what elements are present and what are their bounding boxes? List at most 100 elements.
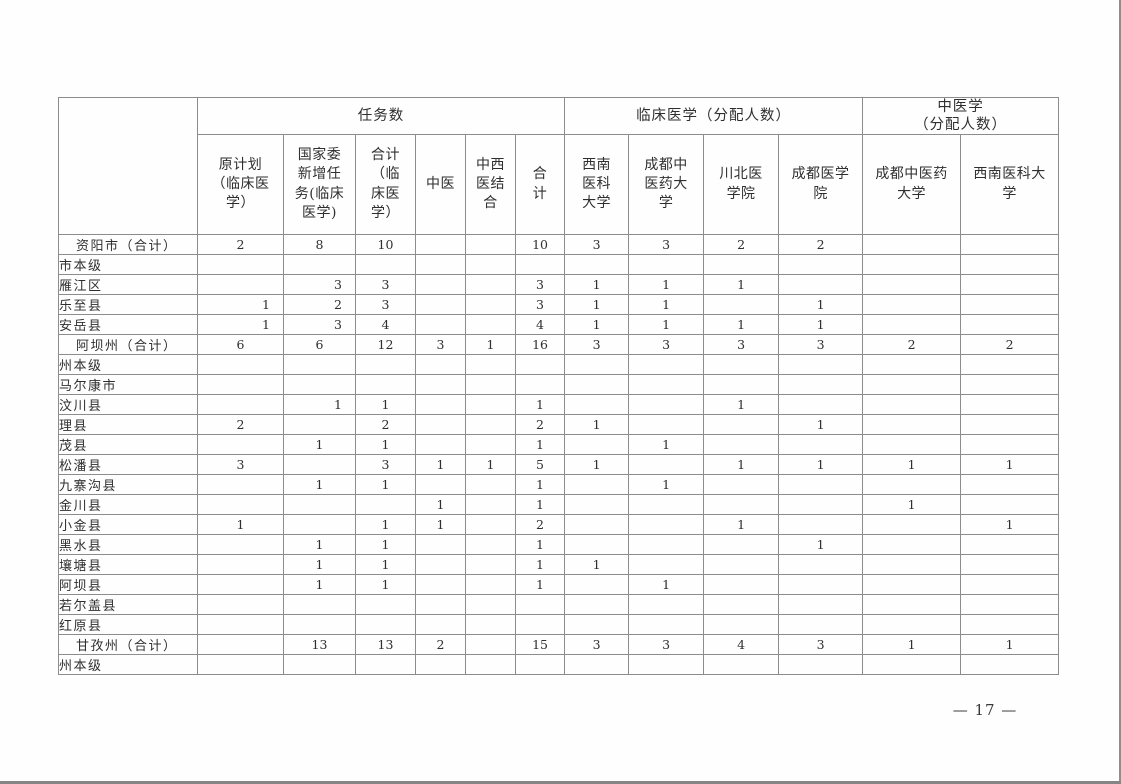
data-cell: 3 (564, 634, 630, 656)
data-cell (283, 254, 356, 276)
table-row: 甘孜州（合计） 13 13 2 15 3 3 4 3 1 1 (58, 634, 1060, 656)
data-cell (514, 374, 566, 396)
table-row: 红原县 (58, 614, 1060, 636)
data-cell (283, 654, 356, 676)
data-cell (778, 254, 864, 276)
data-cell: 1 (355, 574, 416, 596)
data-cell (778, 474, 864, 496)
table-row: 小金县 1 1 1 2 1 1 (58, 514, 1060, 536)
data-cell (514, 654, 566, 676)
data-cell: 3 (514, 274, 566, 296)
data-cell (355, 354, 416, 376)
row-label-cell: 若尔盖县 (58, 594, 198, 616)
data-cell (283, 594, 356, 616)
data-cell (960, 414, 1060, 436)
column-header-integrated-medicine: 中西 医结 合 (465, 134, 516, 236)
data-cell (778, 354, 864, 376)
table-row: 黑水县 1 1 1 1 (58, 534, 1060, 556)
data-cell: 1 (465, 334, 516, 356)
data-cell: 1 (355, 554, 416, 576)
data-cell: 1 (283, 534, 356, 556)
data-cell: 1 (564, 414, 630, 436)
data-cell (960, 394, 1060, 416)
data-cell (960, 434, 1060, 456)
data-cell (564, 654, 630, 676)
row-label-cell: 红原县 (58, 614, 198, 636)
data-cell (197, 574, 284, 596)
table-row: 汶川县 1 1 1 1 (58, 394, 1060, 416)
data-cell (703, 434, 780, 456)
row-label-cell: 雁江区 (58, 274, 198, 296)
data-cell: 1 (283, 474, 356, 496)
data-cell (960, 354, 1060, 376)
data-cell (628, 494, 705, 516)
data-cell (415, 414, 466, 436)
data-cell: 2 (514, 414, 566, 436)
row-label-cell: 甘孜州（合计） (58, 634, 198, 656)
row-label-cell: 理县 (58, 414, 198, 436)
data-cell: 1 (514, 434, 566, 456)
data-cell: 1 (514, 554, 566, 576)
data-cell: 2 (415, 634, 466, 656)
data-cell: 3 (778, 634, 864, 656)
data-cell (283, 494, 356, 516)
data-cell (628, 254, 705, 276)
data-cell (628, 414, 705, 436)
group-header-tcm: 中医学 （分配人数） (862, 96, 1060, 136)
data-cell (197, 554, 284, 576)
row-label-cell: 壤塘县 (58, 554, 198, 576)
data-cell (778, 394, 864, 416)
row-label-cell: 州本级 (58, 654, 198, 676)
data-cell (778, 434, 864, 456)
data-cell (465, 614, 516, 636)
table-row: 茂县 1 1 1 1 (58, 434, 1060, 456)
row-label-cell: 马尔康市 (58, 374, 198, 396)
data-cell: 1 (514, 534, 566, 556)
allocation-table: 任务数 临床医学（分配人数） 中医学 （分配人数） 原计划 （临床医 学） 国家… (58, 96, 1060, 676)
data-cell (197, 274, 284, 296)
data-cell (703, 614, 780, 636)
column-header-swmu-tcm: 西南医科大 学 (960, 134, 1060, 236)
table-row: 马尔康市 (58, 374, 1060, 396)
data-cell (628, 394, 705, 416)
data-cell (415, 474, 466, 496)
data-cell: 1 (564, 454, 630, 476)
scan-edge-bottom (0, 781, 1121, 784)
data-cell: 1 (862, 634, 962, 656)
row-label-cell: 市本级 (58, 254, 198, 276)
corner-cell (58, 96, 198, 236)
data-cell (465, 274, 516, 296)
data-cell (564, 534, 630, 556)
data-cell (862, 274, 962, 296)
data-cell: 3 (514, 294, 566, 316)
data-cell: 3 (197, 454, 284, 476)
data-cell (465, 494, 516, 516)
data-cell: 1 (514, 474, 566, 496)
data-cell (197, 494, 284, 516)
data-cell: 6 (197, 334, 284, 356)
data-cell (703, 354, 780, 376)
data-cell (415, 554, 466, 576)
data-cell: 1 (197, 514, 284, 536)
data-cell (628, 554, 705, 576)
data-cell (564, 574, 630, 596)
data-cell (628, 374, 705, 396)
data-cell (960, 534, 1060, 556)
row-label-cell: 州本级 (58, 354, 198, 376)
data-cell: 3 (628, 334, 705, 356)
data-cell (514, 614, 566, 636)
data-cell: 1 (564, 554, 630, 576)
data-cell (197, 634, 284, 656)
row-label-cell: 阿坝县 (58, 574, 198, 596)
row-label-cell: 阿坝州（合计） (58, 334, 198, 356)
data-cell: 3 (355, 274, 416, 296)
data-cell (514, 354, 566, 376)
data-cell (465, 434, 516, 456)
data-cell: 1 (628, 474, 705, 496)
data-cell: 3 (283, 274, 356, 296)
column-header-subtotal-clinical: 合计 （临 床医 学） (355, 134, 416, 236)
data-cell: 10 (514, 234, 566, 256)
data-cell: 4 (703, 634, 780, 656)
table-body: 资阳市（合计） 2 8 10 10 3 3 2 2 市本级 雁江区 3 3 3 1 1 1 乐至县 1 2 3 3 1 1 1 安… (58, 234, 1060, 676)
group-header-clinical-medicine: 临床医学（分配人数） (564, 96, 864, 136)
